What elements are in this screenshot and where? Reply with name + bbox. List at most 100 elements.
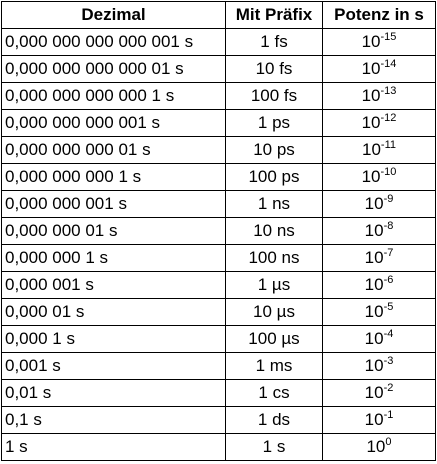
cell-potenz: 10-11 bbox=[322, 136, 436, 164]
header-praefix: Mit Präfix bbox=[225, 1, 323, 29]
cell-dezimal: 0,01 s bbox=[1, 379, 226, 407]
power-base: 10 bbox=[361, 167, 381, 186]
table-row: 0,000 01 s 10 µs 10-5 bbox=[1, 298, 436, 326]
cell-praefix: 1 ms bbox=[225, 352, 323, 380]
cell-potenz: 10-6 bbox=[322, 271, 436, 299]
power-exponent: -12 bbox=[380, 112, 397, 124]
cell-dezimal: 0,000 000 000 000 001 s bbox=[1, 28, 226, 56]
power-exponent: -4 bbox=[383, 328, 394, 340]
cell-dezimal: 0,000 1 s bbox=[1, 325, 226, 353]
cell-dezimal: 0,000 001 s bbox=[1, 271, 226, 299]
header-dezimal: Dezimal bbox=[1, 1, 226, 29]
cell-dezimal: 0,000 000 000 01 s bbox=[1, 136, 226, 164]
cell-praefix: 10 ns bbox=[225, 217, 323, 245]
power-base: 10 bbox=[364, 383, 384, 402]
table-row: 0,000 000 01 s 10 ns 10-8 bbox=[1, 217, 436, 245]
power-exponent: -13 bbox=[380, 85, 397, 97]
cell-praefix: 1 ns bbox=[225, 190, 323, 218]
power-exponent: -11 bbox=[380, 139, 396, 151]
power-exponent: -10 bbox=[380, 166, 397, 178]
header-potenz: Potenz in s bbox=[322, 1, 436, 29]
power-exponent: -5 bbox=[383, 301, 394, 313]
cell-praefix: 1 s bbox=[225, 433, 323, 461]
power-exponent: -7 bbox=[383, 247, 394, 259]
power-exponent: -2 bbox=[383, 382, 394, 394]
cell-dezimal: 0,000 000 01 s bbox=[1, 217, 226, 245]
cell-praefix: 10 µs bbox=[225, 298, 323, 326]
cell-praefix: 1 fs bbox=[225, 28, 323, 56]
power-exponent: -9 bbox=[383, 193, 394, 205]
cell-dezimal: 0,000 000 000 000 01 s bbox=[1, 55, 226, 83]
cell-praefix: 10 ps bbox=[225, 136, 323, 164]
cell-potenz: 10-2 bbox=[322, 379, 436, 407]
cell-praefix: 1 ds bbox=[225, 406, 323, 434]
power-base: 10 bbox=[361, 113, 381, 132]
power-exponent: -1 bbox=[383, 409, 394, 421]
cell-praefix: 100 fs bbox=[225, 82, 323, 110]
cell-potenz: 10-12 bbox=[322, 109, 436, 137]
power-exponent: -15 bbox=[380, 31, 397, 43]
table-row: 0,000 000 000 000 01 s 10 fs 10-14 bbox=[1, 55, 436, 83]
power-base: 10 bbox=[364, 221, 384, 240]
cell-potenz: 10-9 bbox=[322, 190, 436, 218]
cell-dezimal: 0,000 000 1 s bbox=[1, 244, 226, 272]
table-row: 0,000 000 000 000 1 s 100 fs 10-13 bbox=[1, 82, 436, 110]
power-base: 10 bbox=[364, 302, 384, 321]
power-exponent: -3 bbox=[383, 355, 394, 367]
power-base: 10 bbox=[364, 329, 384, 348]
power-base: 10 bbox=[364, 356, 384, 375]
power-exponent: -6 bbox=[383, 274, 394, 286]
power-exponent: 0 bbox=[385, 436, 392, 448]
table-row: 0,000 000 000 01 s 10 ps 10-11 bbox=[1, 136, 436, 164]
power-base: 10 bbox=[361, 86, 381, 105]
power-base: 10 bbox=[364, 194, 384, 213]
cell-praefix: 100 ns bbox=[225, 244, 323, 272]
power-base: 10 bbox=[361, 140, 381, 159]
cell-dezimal: 0,000 000 001 s bbox=[1, 190, 226, 218]
table-row: 0,000 1 s 100 µs 10-4 bbox=[1, 325, 436, 353]
cell-praefix: 10 fs bbox=[225, 55, 323, 83]
cell-dezimal: 1 s bbox=[1, 433, 226, 461]
cell-potenz: 10-1 bbox=[322, 406, 436, 434]
cell-praefix: 1 ps bbox=[225, 109, 323, 137]
power-exponent: -8 bbox=[383, 220, 394, 232]
header-row: Dezimal Mit Präfix Potenz in s bbox=[1, 1, 436, 29]
cell-potenz: 10-14 bbox=[322, 55, 436, 83]
table-row: 0,000 000 000 1 s 100 ps 10-10 bbox=[1, 163, 436, 191]
power-exponent: -14 bbox=[380, 58, 397, 70]
cell-potenz: 100 bbox=[322, 433, 436, 461]
table-row: 0,000 000 1 s 100 ns 10-7 bbox=[1, 244, 436, 272]
cell-dezimal: 0,000 01 s bbox=[1, 298, 226, 326]
cell-potenz: 10-7 bbox=[322, 244, 436, 272]
power-base: 10 bbox=[366, 437, 386, 456]
cell-potenz: 10-4 bbox=[322, 325, 436, 353]
cell-dezimal: 0,001 s bbox=[1, 352, 226, 380]
cell-dezimal: 0,000 000 000 000 1 s bbox=[1, 82, 226, 110]
power-base: 10 bbox=[364, 275, 384, 294]
cell-praefix: 100 µs bbox=[225, 325, 323, 353]
cell-praefix: 1 µs bbox=[225, 271, 323, 299]
cell-potenz: 10-8 bbox=[322, 217, 436, 245]
cell-praefix: 100 ps bbox=[225, 163, 323, 191]
cell-potenz: 10-3 bbox=[322, 352, 436, 380]
cell-potenz: 10-10 bbox=[322, 163, 436, 191]
cell-potenz: 10-15 bbox=[322, 28, 436, 56]
power-base: 10 bbox=[364, 410, 384, 429]
power-base: 10 bbox=[364, 248, 384, 267]
power-base: 10 bbox=[361, 59, 381, 78]
cell-potenz: 10-13 bbox=[322, 82, 436, 110]
cell-dezimal: 0,000 000 000 001 s bbox=[1, 109, 226, 137]
cell-dezimal: 0,000 000 000 1 s bbox=[1, 163, 226, 191]
cell-praefix: 1 cs bbox=[225, 379, 323, 407]
cell-potenz: 10-5 bbox=[322, 298, 436, 326]
